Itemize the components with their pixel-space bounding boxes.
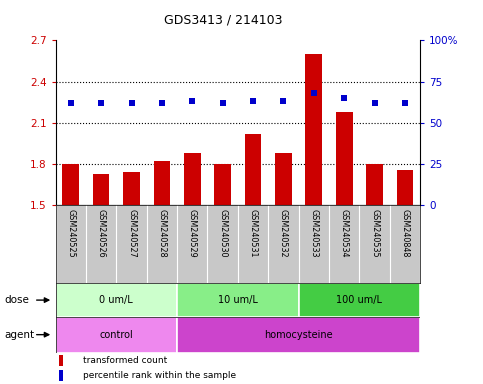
Text: GDS3413 / 214103: GDS3413 / 214103 [164,13,283,26]
Text: GSM240527: GSM240527 [127,209,136,257]
Bar [275,153,292,205]
Text: agent: agent [5,329,35,340]
Bar [93,174,110,205]
Bar [123,172,140,205]
Bar [184,153,200,205]
Text: control: control [99,329,133,340]
Point [188,98,196,104]
Bar [366,164,383,205]
Text: percentile rank within the sample: percentile rank within the sample [83,371,236,380]
Bar [56,283,177,317]
Text: GSM240531: GSM240531 [249,209,257,257]
Point [97,100,105,106]
Point [341,95,348,101]
Point [249,98,257,104]
Text: GSM240530: GSM240530 [218,209,227,257]
Bar [305,54,322,205]
Text: GSM240534: GSM240534 [340,209,349,257]
Point [401,100,409,106]
Bar [177,317,420,353]
Bar [154,161,170,205]
Text: transformed count: transformed count [83,356,167,365]
Bar [298,283,420,317]
Text: 10 um/L: 10 um/L [218,295,258,305]
Text: GSM240528: GSM240528 [157,209,167,257]
Text: GSM240526: GSM240526 [97,209,106,257]
Text: dose: dose [5,295,30,305]
Point [128,100,135,106]
Text: 100 um/L: 100 um/L [337,295,383,305]
Bar [245,134,261,205]
Text: 0 um/L: 0 um/L [99,295,133,305]
Bar [56,317,177,353]
Point [280,98,287,104]
Bar [397,170,413,205]
Bar [62,164,79,205]
Text: GSM240848: GSM240848 [400,209,410,257]
Bar [59,355,63,366]
Bar [336,112,353,205]
Bar [59,371,63,381]
Text: GSM240535: GSM240535 [370,209,379,257]
Point [219,100,227,106]
Text: GSM240525: GSM240525 [66,209,75,257]
Text: GSM240529: GSM240529 [188,209,197,257]
Text: GSM240532: GSM240532 [279,209,288,257]
Point [67,100,74,106]
Point [310,90,318,96]
Bar [214,164,231,205]
Bar [177,283,298,317]
Point [158,100,166,106]
Point [371,100,379,106]
Text: homocysteine: homocysteine [264,329,333,340]
Text: GSM240533: GSM240533 [309,209,318,257]
